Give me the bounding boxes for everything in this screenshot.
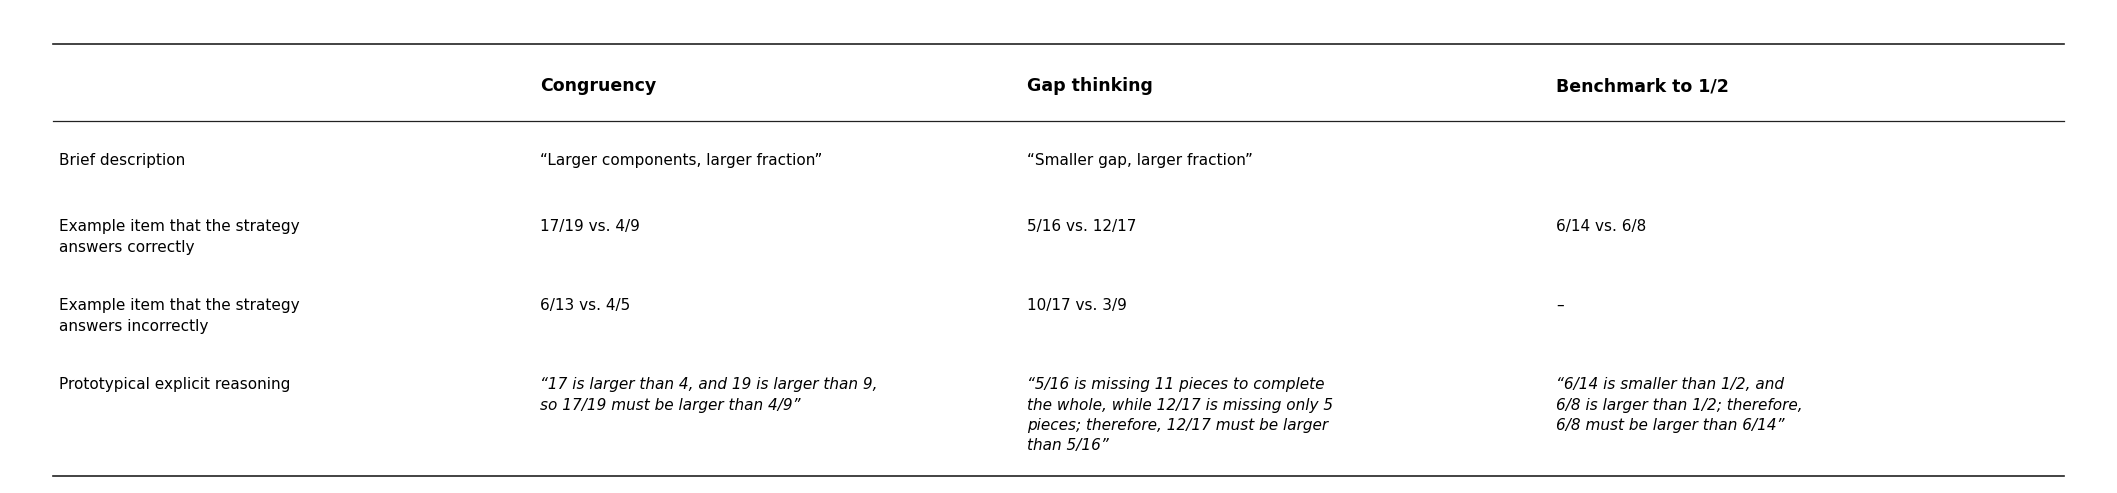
Text: “Smaller gap, larger fraction”: “Smaller gap, larger fraction” [1027,153,1253,168]
Text: Congruency: Congruency [540,77,656,95]
Text: Gap thinking: Gap thinking [1027,77,1152,95]
Text: Benchmark to 1/2: Benchmark to 1/2 [1556,77,1730,95]
Text: 5/16 vs. 12/17: 5/16 vs. 12/17 [1027,219,1137,234]
Text: “5/16 is missing 11 pieces to complete
the whole, while 12/17 is missing only 5
: “5/16 is missing 11 pieces to complete t… [1027,377,1334,454]
Text: 17/19 vs. 4/9: 17/19 vs. 4/9 [540,219,639,234]
Text: Example item that the strategy
answers incorrectly: Example item that the strategy answers i… [59,298,301,334]
Text: –: – [1556,298,1564,313]
Text: Example item that the strategy
answers correctly: Example item that the strategy answers c… [59,219,301,255]
Text: 6/14 vs. 6/8: 6/14 vs. 6/8 [1556,219,1647,234]
Text: “6/14 is smaller than 1/2, and
6/8 is larger than 1/2; therefore,
6/8 must be la: “6/14 is smaller than 1/2, and 6/8 is la… [1556,377,1802,433]
Text: “17 is larger than 4, and 19 is larger than 9,
so 17/19 must be larger than 4/9”: “17 is larger than 4, and 19 is larger t… [540,377,876,413]
Text: Prototypical explicit reasoning: Prototypical explicit reasoning [59,377,290,392]
Text: 10/17 vs. 3/9: 10/17 vs. 3/9 [1027,298,1126,313]
Text: Brief description: Brief description [59,153,186,168]
Text: 6/13 vs. 4/5: 6/13 vs. 4/5 [540,298,631,313]
Text: “Larger components, larger fraction”: “Larger components, larger fraction” [540,153,821,168]
